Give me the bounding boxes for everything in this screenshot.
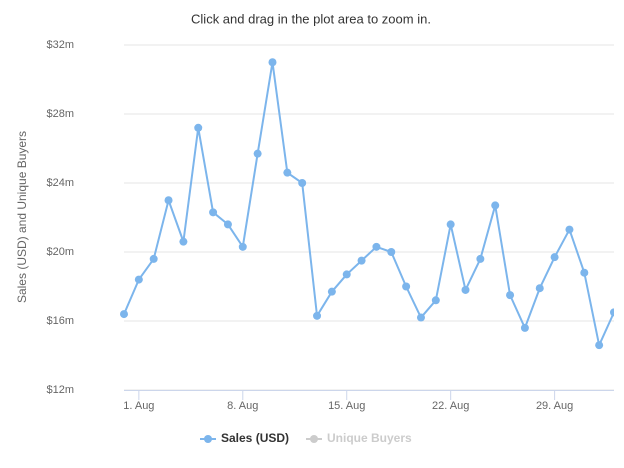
data-point [461,285,470,294]
data-point [610,308,614,317]
data-point [342,270,351,279]
data-point [372,242,381,251]
data-point [402,282,411,291]
y-tick-label: $32m [46,39,74,51]
chart-subtitle: Click and drag in the plot area to zoom … [191,11,431,26]
data-point [535,284,544,293]
data-point [164,196,173,205]
data-point [313,311,322,320]
data-point [476,254,485,263]
data-point [565,225,574,234]
data-point [179,237,188,246]
data-point [520,323,529,332]
data-point [357,256,366,265]
data-point [327,287,336,296]
y-tick-label: $16m [46,315,74,327]
data-point [431,296,440,305]
data-point [550,253,559,262]
y-tick-label: $28m [46,108,74,120]
legend-item[interactable]: Sales (USD) [200,431,289,445]
axes: $12m $16m $20m $24m $28m $32m 1. Aug 8. Aug 15. … [46,39,614,412]
y-tick-label: $24m [46,177,74,189]
data-point [209,208,218,217]
legend-marker [310,435,318,443]
data-point [134,275,143,284]
data-point [580,268,589,277]
data-point [595,341,604,350]
data-point [298,179,307,187]
legend: Sales (USD) Unique Buyers [200,431,412,445]
y-tick-label: $12m [46,384,74,396]
data-point [149,254,158,263]
x-tick-label: 1. Aug [123,400,154,412]
y-tick-label: $20m [46,246,74,258]
y-axis-title: Sales (USD) and Unique Buyers [15,131,29,303]
plot-area [120,58,614,350]
data-point [268,58,277,67]
data-point [506,291,515,300]
grid [124,44,614,391]
x-tick-label: 8. Aug [227,400,258,412]
legend-item[interactable]: Unique Buyers [306,431,412,445]
legend-marker [204,435,212,443]
data-point [238,242,247,251]
series-line [123,61,614,347]
data-point [253,149,262,158]
x-tick-label: 29. Aug [536,400,573,412]
data-point [387,248,396,256]
data-point [283,168,292,177]
data-point [416,313,425,322]
legend-label: Sales (USD) [221,431,289,445]
data-point [446,220,455,229]
x-tick-label: 22. Aug [432,400,469,412]
data-point [194,123,203,132]
data-point [120,310,128,319]
legend-label: Unique Buyers [327,431,412,445]
data-point [223,220,232,229]
data-point [491,201,500,210]
x-tick-label: 15. Aug [328,400,365,412]
